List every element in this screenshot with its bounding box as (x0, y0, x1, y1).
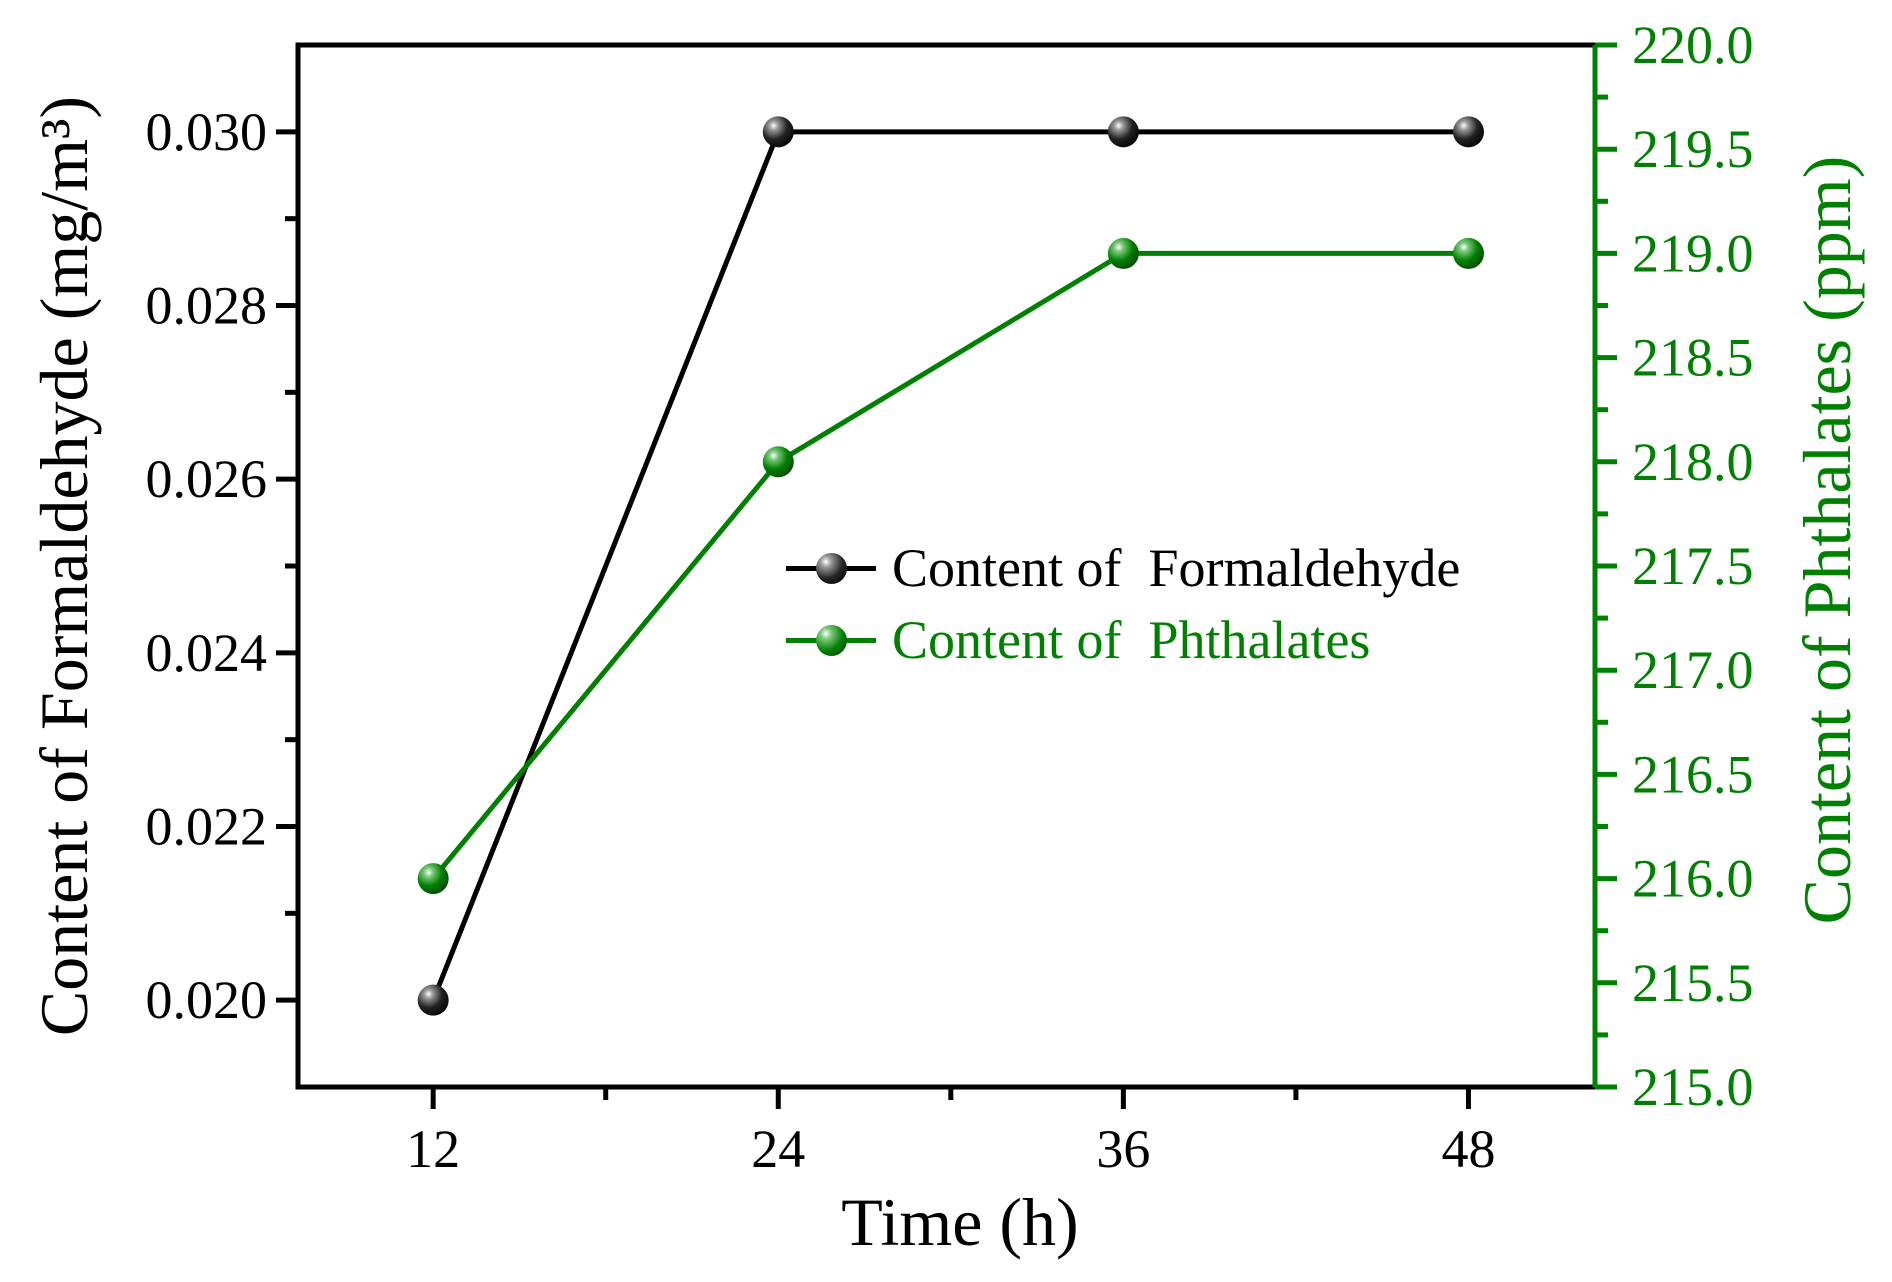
formaldehyde-marker (1452, 116, 1484, 148)
sphere-marker-icon (815, 552, 847, 584)
sphere-marker-icon (815, 624, 847, 656)
left-tick-label: 0.026 (146, 449, 268, 509)
right-tick-label: 217.5 (1632, 536, 1754, 596)
left-axis-title: Content of Formaldehyde (mg/m³) (26, 95, 102, 1037)
right-tick-label: 219.0 (1632, 223, 1754, 283)
right-tick-label: 218.5 (1632, 328, 1754, 388)
formaldehyde-line (430, 129, 1469, 1002)
x-tick-label: 24 (751, 1119, 805, 1179)
left-tick-label: 0.020 (146, 970, 268, 1030)
right-tick-label: 218.0 (1632, 432, 1754, 492)
right-tick-label: 216.5 (1632, 744, 1754, 804)
x-tick-label: 36 (1096, 1119, 1150, 1179)
legend-marker-phthalates (786, 622, 876, 658)
formaldehyde-marker (762, 116, 794, 148)
legend-label-phthalates: Content of Phthalates (892, 610, 1371, 670)
phthalates-line (431, 250, 1469, 881)
right-tick-label: 215.0 (1632, 1057, 1754, 1117)
x-tick-label: 12 (406, 1119, 460, 1179)
right-tick-label: 217.0 (1632, 640, 1754, 700)
phthalates-marker (1107, 237, 1139, 269)
phthalates-marker (1452, 237, 1484, 269)
phthalates-marker (762, 446, 794, 478)
left-tick-label: 0.024 (146, 623, 268, 683)
formaldehyde-marker (417, 984, 449, 1016)
formaldehyde-marker (1107, 116, 1139, 148)
legend: Content of Formaldehyde Content of Phtha… (786, 532, 1460, 676)
legend-label-formaldehyde: Content of Formaldehyde (892, 538, 1461, 598)
left-tick-label: 0.030 (146, 102, 268, 162)
left-tick-label: 0.028 (146, 276, 268, 336)
left-tick-label: 0.022 (146, 797, 268, 857)
legend-item-phthalates: Content of Phthalates (786, 604, 1460, 676)
right-tick-label: 216.0 (1632, 849, 1754, 909)
legend-marker-formaldehyde (786, 550, 876, 586)
x-axis-title: Time (h) (841, 1184, 1079, 1260)
right-tick-label: 215.5 (1632, 953, 1754, 1013)
x-tick-label: 48 (1441, 1119, 1495, 1179)
right-tick-label: 220.0 (1632, 15, 1754, 75)
legend-item-formaldehyde: Content of Formaldehyde (786, 532, 1460, 604)
right-tick-label: 219.5 (1632, 119, 1754, 179)
phthalates-marker (417, 863, 449, 895)
right-axis-title: Content of Phthalates (ppm) (1789, 155, 1865, 925)
